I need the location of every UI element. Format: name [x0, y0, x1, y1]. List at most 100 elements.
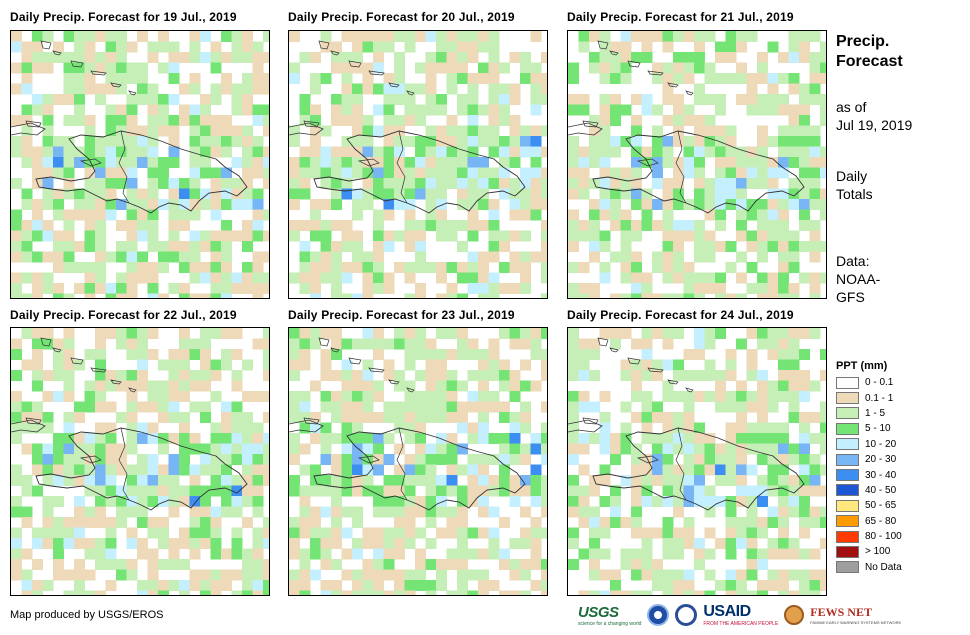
precip-cell [352, 380, 363, 392]
precip-cell [147, 230, 159, 242]
precip-cell [767, 94, 779, 105]
precip-cell [599, 209, 611, 221]
precip-cell [478, 548, 489, 560]
precip-cell [383, 370, 395, 381]
precip-cell [362, 136, 374, 147]
precip-cell [652, 31, 663, 42]
precip-cell [221, 475, 232, 486]
precip-cell [126, 115, 138, 126]
precip-cell [189, 83, 201, 95]
precip-cell [394, 83, 405, 95]
precip-cell [210, 52, 222, 63]
precip-cell [394, 94, 405, 105]
precip-cell [210, 569, 222, 581]
precip-cell [158, 559, 169, 570]
precip-cell [568, 391, 579, 402]
precip-cell [147, 272, 159, 284]
precip-cell [488, 125, 500, 137]
precip-cell [105, 485, 117, 497]
precip-cell [541, 349, 547, 360]
precip-cell [116, 559, 127, 570]
precip-cell [736, 220, 747, 231]
precip-cell [200, 157, 211, 168]
precip-cell [778, 380, 789, 392]
precip-cell [799, 475, 810, 486]
precip-cell [189, 52, 201, 63]
precip-cell [210, 464, 222, 476]
precip-cell [95, 433, 106, 444]
precip-cell [252, 83, 264, 95]
precip-cell [168, 220, 180, 231]
precip-cell [299, 527, 311, 539]
precip-cell [158, 41, 169, 53]
precip-cell [683, 349, 695, 360]
precip-cell [263, 83, 269, 95]
precip-cell [662, 590, 674, 595]
precip-cell [673, 485, 684, 497]
precip-cell [147, 178, 159, 189]
precip-cell [767, 569, 779, 581]
precip-cell [168, 157, 180, 168]
precip-cell [116, 115, 127, 126]
precip-cell [788, 506, 800, 518]
precip-cell [394, 506, 405, 518]
precip-cell [425, 157, 437, 168]
precip-cell [704, 241, 716, 252]
precip-cell [599, 73, 611, 84]
precip-cell [620, 251, 632, 263]
precip-cell [95, 220, 106, 231]
precip-cell [457, 548, 468, 560]
precip-cell [799, 188, 810, 200]
precip-cell [74, 527, 85, 539]
precip-cell [610, 338, 621, 350]
precip-cell [394, 338, 405, 350]
precip-cell [757, 401, 768, 413]
precip-cell [799, 412, 810, 423]
precip-cell [310, 422, 321, 434]
precip-cell [683, 580, 695, 591]
precip-cell [320, 157, 332, 168]
precip-cell [788, 283, 800, 294]
precip-cell [158, 464, 169, 476]
panel-title-6: Daily Precip. Forecast for 24 Jul., 2019 [567, 308, 794, 322]
precip-cell [299, 548, 311, 560]
precip-cell [189, 230, 201, 242]
precip-cell [541, 188, 547, 200]
precip-cell [352, 146, 363, 158]
precip-cell [725, 125, 737, 137]
precip-cell [436, 496, 447, 507]
precip-cell [74, 433, 85, 444]
precip-cell [436, 401, 447, 413]
precip-cell [158, 115, 169, 126]
precip-cell [189, 293, 201, 298]
precip-cell [457, 412, 468, 423]
precip-cell [568, 538, 579, 549]
precip-cell [221, 31, 232, 42]
precip-cell [299, 220, 311, 231]
precip-cell [11, 293, 22, 298]
precip-cell [147, 401, 159, 413]
precip-cell [530, 62, 542, 74]
precip-cell [673, 443, 684, 455]
precip-cell [662, 580, 674, 591]
precip-cell [179, 178, 190, 189]
precip-cell [673, 370, 684, 381]
precip-cell [778, 283, 789, 294]
precip-cell [310, 433, 321, 444]
precip-cell [299, 146, 311, 158]
precip-cell [263, 230, 269, 242]
precip-cell [641, 199, 653, 210]
precip-cell [252, 104, 264, 116]
precip-cell [778, 188, 789, 200]
precip-cell [137, 199, 148, 210]
precip-cell [788, 590, 800, 595]
precip-cell [105, 199, 117, 210]
precip-cell [221, 359, 232, 371]
precip-cell [11, 527, 22, 539]
precip-cell [221, 230, 232, 242]
precip-cell [168, 94, 180, 105]
precip-cell [263, 31, 269, 42]
precip-cell [530, 178, 542, 189]
precip-cell [457, 272, 468, 284]
precip-cell [404, 115, 416, 126]
